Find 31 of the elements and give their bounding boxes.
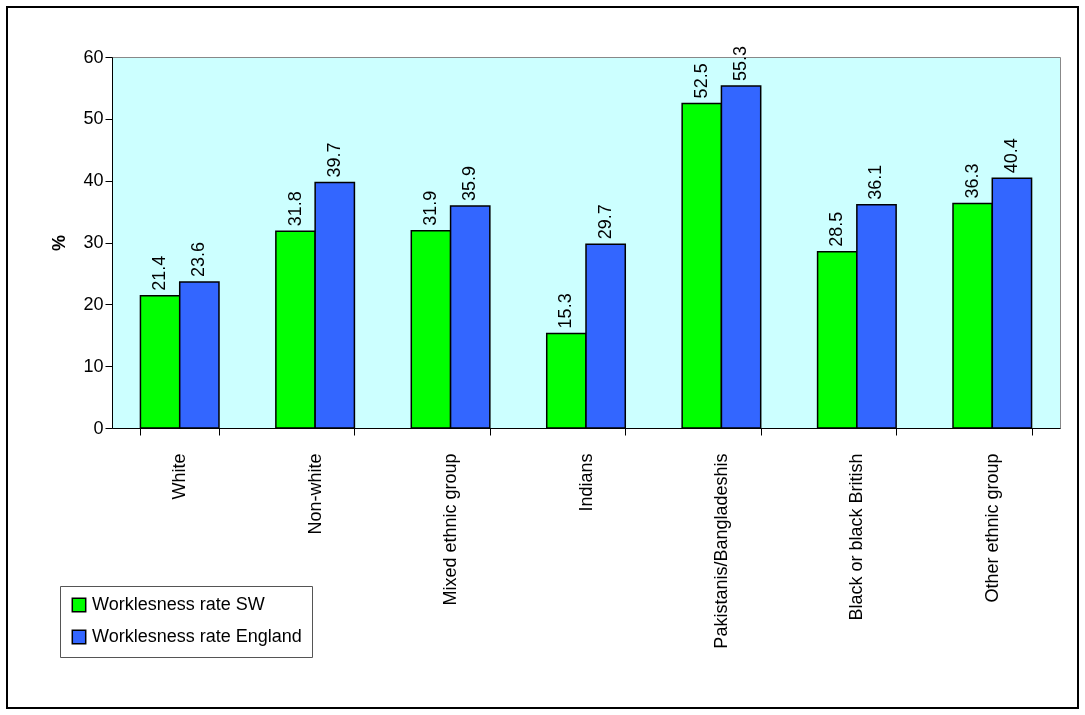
data-label: 55.3 <box>730 46 751 82</box>
legend-label: Worklesness rate SW <box>92 594 265 614</box>
data-label: 40.4 <box>1000 138 1021 174</box>
y-tick-label: 50 <box>83 108 104 129</box>
data-label: 15.3 <box>555 293 576 329</box>
data-label: 21.4 <box>149 255 170 291</box>
data-label: 35.9 <box>459 165 480 202</box>
data-label: 31.8 <box>284 191 305 227</box>
y-axis-title: % <box>49 234 70 252</box>
data-label: 39.7 <box>323 142 344 178</box>
y-tick-label: 20 <box>83 293 104 314</box>
x-tick-label: Pakistanis/Bangladeshis <box>710 453 731 649</box>
data-label: 52.5 <box>690 63 711 99</box>
y-tick-label: 30 <box>83 232 104 252</box>
x-tick-label: White <box>169 453 190 500</box>
y-tick-label: 40 <box>83 170 104 191</box>
data-label: 36.3 <box>961 163 982 199</box>
legend-label: Worklesness rate England <box>92 626 302 646</box>
x-tick-label: Mixed ethnic group <box>440 453 461 606</box>
data-label: 36.1 <box>865 164 886 200</box>
x-tick-label: Indians <box>575 453 596 512</box>
x-tick-label: Non-white <box>304 453 325 535</box>
y-tick-label: 10 <box>83 355 104 376</box>
x-tick-label: Black or black British <box>846 453 867 621</box>
data-label: 31.9 <box>419 190 440 226</box>
data-label: 28.5 <box>826 211 847 247</box>
data-label: 29.7 <box>594 204 615 240</box>
y-tick-label: 0 <box>93 417 104 438</box>
data-label: 23.6 <box>188 242 209 278</box>
y-tick-label: 60 <box>83 46 104 67</box>
x-tick-label: Other ethnic group <box>981 453 1002 603</box>
